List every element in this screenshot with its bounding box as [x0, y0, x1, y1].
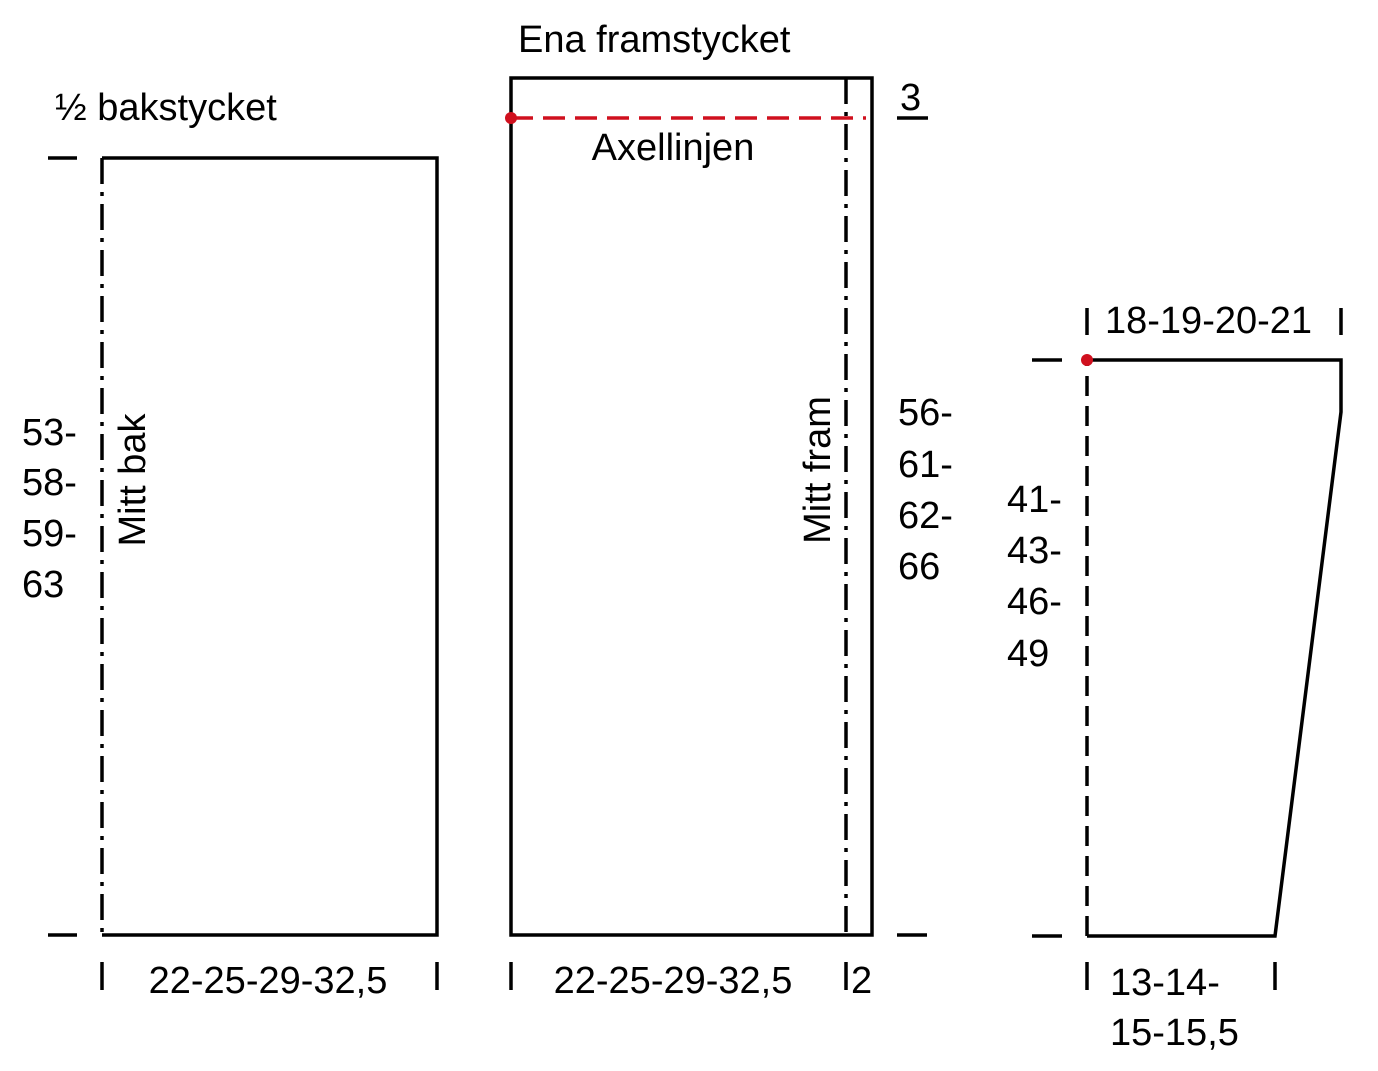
height-label: 58-: [22, 462, 77, 504]
back-title: ½ bakstycket: [55, 87, 277, 129]
bottom-width-label: 13-14-: [1110, 962, 1220, 1004]
height-label: 43-: [1007, 530, 1062, 572]
height-label: 62-: [898, 495, 953, 537]
back-piece: ½ bakstycket Mitt bak 53- 58- 59- 63 22-…: [22, 87, 439, 1002]
height-label: 63: [22, 564, 64, 606]
outline: [102, 156, 439, 937]
top-width-label: 18-19-20-21: [1105, 300, 1312, 342]
shoulder-label: Axellinjen: [592, 127, 755, 169]
height-label: 66: [898, 546, 940, 588]
outline: [1087, 358, 1343, 938]
height-label: 56-: [898, 392, 953, 434]
sleeve-piece: 18-19-20-21 41- 43- 46- 49 13-14- 15-15,…: [1007, 300, 1343, 1054]
marker: [1081, 354, 1093, 366]
width-label: 22-25-29-32,5: [149, 960, 388, 1002]
height-label: 41-: [1007, 479, 1062, 521]
height-label: 61-: [898, 444, 953, 486]
band-label: 2: [851, 960, 872, 1002]
height-label: 49: [1007, 633, 1049, 675]
height-label: 46-: [1007, 581, 1062, 623]
width-label: 22-25-29-32,5: [554, 960, 793, 1002]
bottom-width-label: 15-15,5: [1110, 1012, 1239, 1054]
center-label: Mitt bak: [112, 412, 154, 546]
front-piece: Ena framstycket Axellinjen Mitt fram 3 5…: [505, 19, 953, 1002]
front-title: Ena framstycket: [518, 19, 791, 61]
height-label: 53-: [22, 412, 77, 454]
marker: [505, 112, 517, 124]
height-label: 59-: [22, 513, 77, 555]
overlap-label: 3: [900, 77, 921, 119]
outline: [509, 76, 874, 937]
center-label: Mitt fram: [797, 396, 839, 544]
